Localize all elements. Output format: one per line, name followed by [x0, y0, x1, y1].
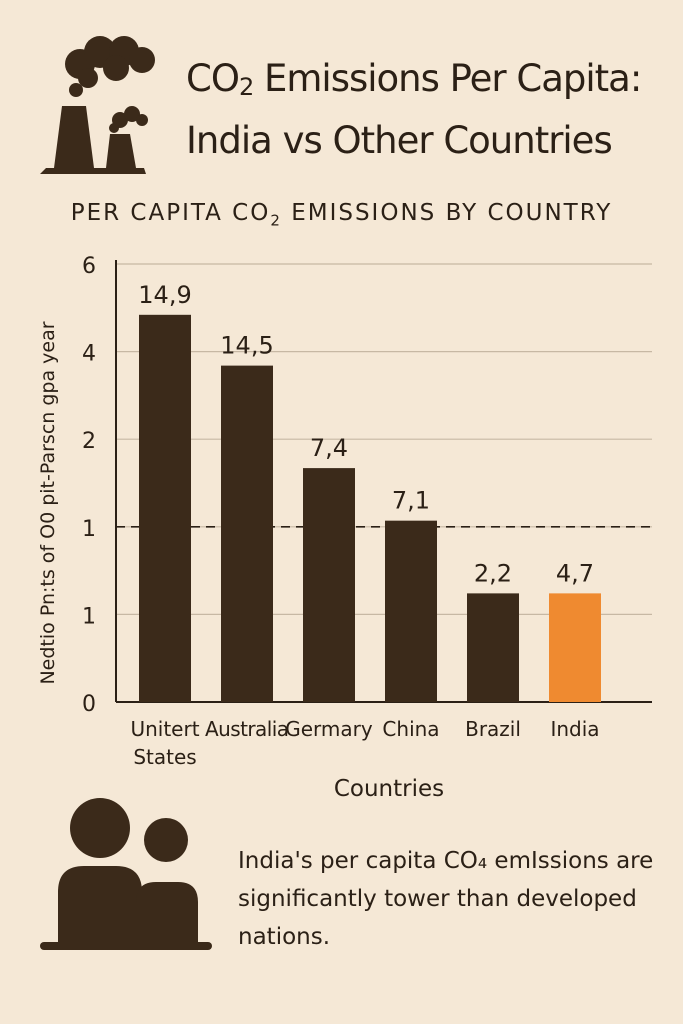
y-tick-label: 1 [82, 517, 96, 542]
y-tick-label: 0 [82, 692, 96, 717]
factory-smoke-icon [40, 36, 155, 174]
bar [385, 520, 437, 702]
y-tick-label: 1 [82, 604, 96, 629]
people-icon [40, 798, 212, 950]
x-axis-title: Countries [334, 776, 444, 802]
x-tick-label: Brazil [465, 717, 521, 741]
summary-note: India's per capita CO₄ emIssions are sig… [238, 848, 654, 950]
data-label: 14,5 [220, 332, 273, 360]
bar [139, 314, 191, 702]
y-tick-label: 6 [82, 254, 96, 279]
data-label: 4,7 [556, 559, 594, 587]
bar [549, 593, 601, 702]
y-axis-title: Nedtio Pn:ts of O0 pit-Parscn gpa year [37, 321, 59, 684]
title-line-1: CO2 Emissions Per Capita: [186, 57, 642, 101]
page-title: CO2 Emissions Per Capita: India vs Other… [186, 52, 666, 168]
y-tick-label: 4 [82, 342, 96, 367]
x-tick-label: Australia [205, 717, 289, 741]
title-line-2: India vs Other Countries [186, 119, 613, 162]
x-tick-label: China [382, 717, 439, 741]
bar [221, 365, 273, 702]
chart-subtitle: PER CAPITA CO2 EMISSIONS BY COUNTRY [70, 200, 613, 230]
data-label: 7,4 [310, 434, 348, 462]
data-label: 7,1 [392, 487, 430, 515]
bar-chart: 0 1 1 2 4 6 14,9 Unitert States 14,5 Australia 7,4 G… [37, 254, 652, 802]
bar [467, 593, 519, 702]
x-tick-label: India [550, 717, 599, 741]
x-tick-label: Unitert States [130, 717, 199, 769]
data-label: 2,2 [474, 559, 512, 587]
data-label: 14,9 [138, 281, 191, 309]
x-tick-label: Germary [285, 717, 373, 741]
y-tick-label: 2 [82, 429, 96, 454]
bar [303, 468, 355, 702]
